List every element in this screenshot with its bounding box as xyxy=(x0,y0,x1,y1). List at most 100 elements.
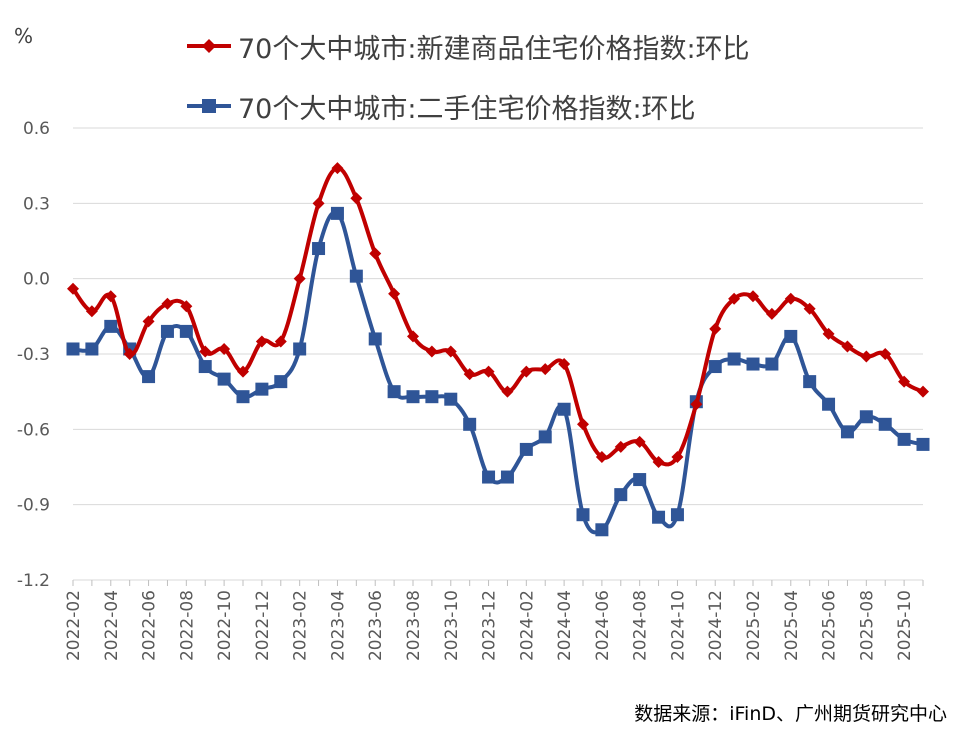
data-point-diamond xyxy=(123,348,136,360)
x-tick-label: 2024-12 xyxy=(706,590,726,661)
data-point-square xyxy=(784,329,798,343)
data-point-square xyxy=(822,397,836,411)
data-point-square xyxy=(840,425,854,439)
data-point-diamond xyxy=(463,368,476,381)
legend-diamond-marker-icon xyxy=(187,39,231,53)
data-point-square xyxy=(538,430,552,444)
x-tick-label: 2023-06 xyxy=(366,590,386,661)
data-point-diamond xyxy=(67,282,79,295)
data-point-square xyxy=(66,342,80,356)
data-point-square xyxy=(179,324,193,338)
y-tick-label: 0.3 xyxy=(23,194,50,214)
data-point-diamond xyxy=(274,335,287,348)
x-tick-label: 2023-12 xyxy=(480,590,500,661)
x-tick-label: 2022-08 xyxy=(177,590,197,661)
data-point-square xyxy=(104,319,118,333)
data-point-square xyxy=(198,360,212,374)
data-point-square xyxy=(595,523,609,537)
x-tick-label: 2024-02 xyxy=(517,590,537,661)
x-tick-label: 2022-02 xyxy=(64,590,84,661)
y-tick-label: -0.9 xyxy=(17,496,50,516)
data-point-square xyxy=(425,390,439,404)
data-point-square xyxy=(633,473,647,487)
x-tick-label: 2025-08 xyxy=(857,590,877,661)
legend-label-second-hand: 70个大中城市:二手住宅价格指数:环比 xyxy=(238,93,696,125)
data-point-square xyxy=(406,390,420,404)
data-point-diamond xyxy=(841,340,854,353)
x-tick-label: 2023-04 xyxy=(328,590,348,661)
data-point-diamond xyxy=(350,192,363,205)
data-point-diamond xyxy=(444,345,457,358)
data-point-diamond xyxy=(331,162,344,175)
data-point-diamond xyxy=(199,345,212,358)
data-point-diamond xyxy=(822,327,835,340)
data-point-diamond xyxy=(690,398,703,411)
y-tick-label: -1.2 xyxy=(17,571,50,591)
series-line-new-homes xyxy=(71,166,925,467)
data-point-square xyxy=(236,390,250,404)
data-point-square xyxy=(387,385,401,399)
data-point-diamond xyxy=(255,335,268,348)
data-point-square xyxy=(349,269,363,283)
x-tick-label: 2024-08 xyxy=(631,590,651,661)
data-point-square xyxy=(160,324,174,338)
data-point-square xyxy=(482,470,496,484)
data-point-square xyxy=(217,372,231,386)
x-tick-label: 2022-06 xyxy=(140,590,160,661)
data-point-square xyxy=(557,402,571,416)
data-point-square xyxy=(803,375,817,389)
data-point-square xyxy=(652,510,666,524)
data-point-diamond xyxy=(312,197,325,210)
data-point-diamond xyxy=(614,440,627,453)
data-point-diamond xyxy=(482,365,495,378)
data-point-square xyxy=(500,470,514,484)
data-point-square xyxy=(330,206,344,220)
x-tick-label: 2023-08 xyxy=(404,590,424,661)
x-tick-label: 2025-10 xyxy=(895,590,915,661)
data-point-square xyxy=(897,432,911,446)
data-point-diamond xyxy=(237,365,249,378)
data-point-diamond xyxy=(520,365,533,378)
data-point-square xyxy=(727,352,741,366)
data-point-square xyxy=(368,332,382,346)
data-point-diamond xyxy=(917,385,929,398)
legend-label-new-homes: 70个大中城市:新建商品住宅价格指数:环比 xyxy=(238,33,750,65)
y-tick-label: -0.6 xyxy=(17,420,50,440)
x-tick-label: 2022-04 xyxy=(102,590,122,661)
data-point-square xyxy=(255,382,269,396)
data-point-diamond xyxy=(652,455,665,468)
data-point-square xyxy=(916,437,930,451)
data-point-diamond xyxy=(765,307,778,320)
data-point-diamond xyxy=(501,385,514,398)
legend-item-second-hand[interactable]: 70个大中城市:二手住宅价格指数:环比 xyxy=(186,86,696,126)
data-point-diamond xyxy=(595,450,608,463)
data-point-square xyxy=(708,360,722,374)
data-point-diamond xyxy=(425,345,438,358)
legend-item-new-homes[interactable]: 70个大中城市:新建商品住宅价格指数:环比 xyxy=(186,26,750,66)
x-tick-label: 2024-10 xyxy=(668,590,688,661)
data-point-square xyxy=(274,375,288,389)
data-point-square xyxy=(142,370,156,384)
data-point-diamond xyxy=(898,375,911,388)
x-tick-label: 2022-12 xyxy=(253,590,273,661)
data-point-diamond xyxy=(142,315,155,328)
data-point-square xyxy=(670,508,684,522)
data-point-square xyxy=(519,442,533,456)
data-point-diamond xyxy=(803,302,816,315)
x-tick-label: 2025-04 xyxy=(782,590,802,661)
data-point-diamond xyxy=(671,450,684,463)
y-axis-unit-label: % xyxy=(14,24,34,48)
x-tick-label: 2024-04 xyxy=(555,590,575,661)
data-point-diamond xyxy=(180,300,193,313)
data-point-square xyxy=(444,392,458,406)
data-point-square xyxy=(463,417,477,431)
data-point-square xyxy=(859,410,873,424)
data-point-square xyxy=(293,342,307,356)
x-tick-label: 2023-10 xyxy=(442,590,462,661)
x-tick-label: 2023-02 xyxy=(291,590,311,661)
data-point-square xyxy=(576,508,590,522)
x-tick-label: 2024-06 xyxy=(593,590,613,661)
data-point-diamond xyxy=(104,290,117,303)
data-point-diamond xyxy=(709,322,722,335)
